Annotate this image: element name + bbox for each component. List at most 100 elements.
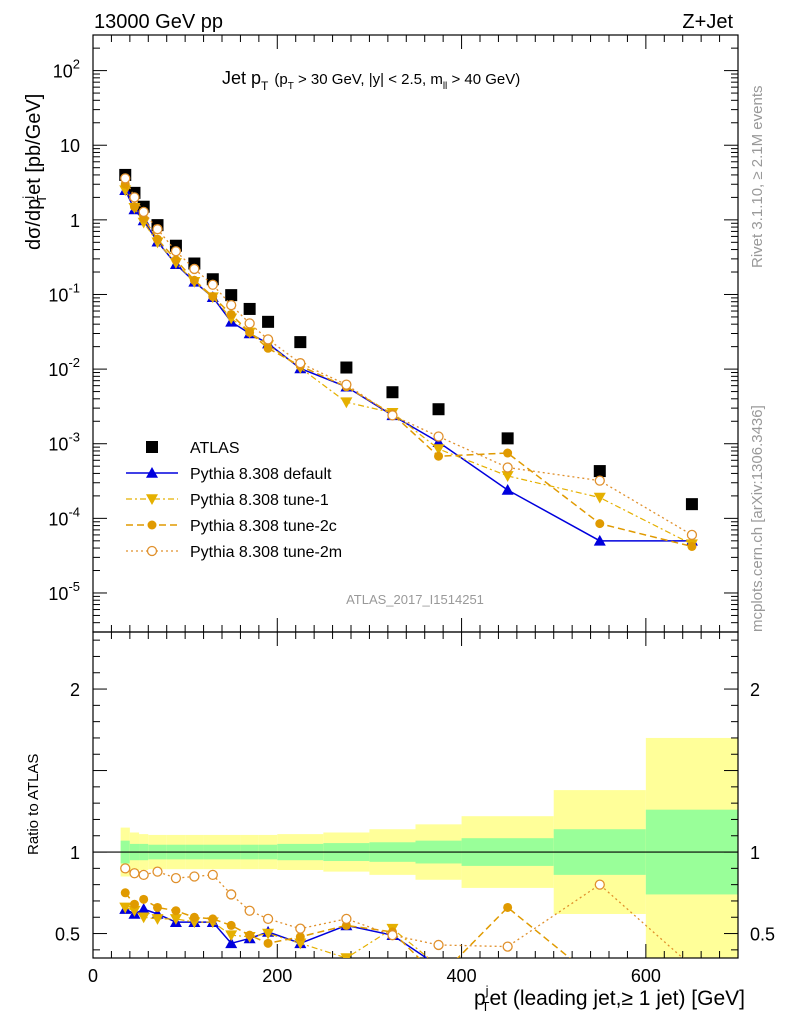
watermark: ATLAS_2017_I1514251 — [346, 592, 484, 607]
ratio-point-tune-2c — [263, 938, 273, 948]
top-frame — [92, 34, 739, 633]
point-atlas — [340, 361, 353, 374]
point-atlas — [262, 315, 275, 328]
plot-title: Jet pT (pT > 30 GeV, |y| < 2.5, mll > 40 … — [222, 68, 520, 93]
y-tick-label-bottom-right: 0.5 — [750, 925, 775, 945]
y-tick-label-bottom-left: 2 — [70, 680, 80, 700]
ratio-point-tune-2c — [503, 902, 513, 912]
legend-label-tune-2m: Pythia 8.308 tune-2m — [190, 544, 342, 561]
ratio-point-tune-2c — [189, 912, 199, 922]
point-tune-2m — [433, 431, 444, 442]
y-tick-label-bottom-left: 1 — [70, 843, 80, 863]
point-tune-2m — [594, 475, 605, 486]
point-atlas — [432, 403, 445, 416]
point-tune-1 — [340, 397, 353, 409]
point-tune-1 — [119, 185, 132, 197]
ratio-point-tune-2c — [120, 888, 130, 898]
x-tick-label: 600 — [631, 966, 661, 986]
point-tune-1 — [432, 444, 445, 455]
ratio-point-tune-1 — [225, 930, 238, 942]
side-text-top: Rivet 3.1.10, ≥ 2.1M events — [749, 86, 766, 269]
point-tune-2c — [245, 327, 255, 337]
ratio-point-tune-2m — [295, 923, 306, 934]
legend-label-tune-1: Pythia 8.308 tune-1 — [190, 492, 329, 509]
ratio-line-tune-2c — [124, 892, 571, 958]
point-tune-2m — [387, 410, 398, 421]
point-tune-2c — [595, 519, 605, 529]
point-tune-2m — [341, 379, 352, 390]
y-tick-label: 10 — [60, 136, 80, 156]
bottom-frame — [92, 631, 739, 959]
point-tune-2c — [687, 541, 697, 551]
point-atlas — [501, 432, 514, 445]
ratio-point-tune-1 — [340, 953, 353, 958]
ratio-point-tune-2c — [139, 894, 149, 904]
ratio-point-tune-1 — [119, 902, 132, 914]
point-tune-2c — [208, 291, 218, 301]
ratio-point-tune-1 — [169, 914, 182, 925]
ratio-point-tune-2m — [262, 913, 274, 925]
point-atlas — [294, 336, 307, 349]
point-tune-2m — [502, 462, 513, 473]
point-tune-2m — [189, 263, 200, 275]
legend-marker-tune-2c — [147, 520, 157, 530]
y-axis-label-bottom: Ratio to ATLAS — [25, 754, 42, 855]
point-tune-2m — [244, 318, 255, 329]
series-line-tune-2c — [124, 183, 693, 548]
point-tune-2c — [153, 234, 162, 244]
ratio-point-tune-2m — [129, 868, 140, 879]
legend-marker-tune-2m — [146, 545, 158, 557]
ratio-point-tune-2m — [433, 939, 444, 951]
ratio-line-tune-2m — [124, 867, 684, 958]
legend-marker-tune-1 — [146, 494, 158, 505]
ratio-point-tune-2c — [245, 930, 255, 940]
ratio-point-tune-2m — [138, 869, 149, 881]
point-tune-2m — [152, 224, 163, 235]
point-atlas — [593, 465, 606, 478]
ratio-point-tune-2m — [244, 905, 255, 916]
point-tune-2c — [189, 275, 199, 285]
ratio-point-tune-1 — [262, 928, 275, 940]
ratio-point-default — [225, 937, 238, 949]
ratio-point-tune-2m — [387, 930, 398, 941]
point-atlas — [386, 386, 399, 399]
y-tick-label: 10-5 — [48, 579, 80, 604]
ratio-series-group — [119, 863, 684, 958]
header-right: Z+Jet — [682, 11, 733, 33]
y-tick-label: 10-2 — [48, 355, 80, 380]
header-left: 13000 GeV pp — [94, 11, 223, 33]
ratio-point-tune-2c — [226, 920, 236, 930]
point-tune-2c — [171, 255, 181, 265]
legend-label-default: Pythia 8.308 default — [190, 466, 332, 483]
y-tick-label: 102 — [53, 57, 80, 82]
point-tune-2m — [129, 192, 140, 203]
point-atlas — [225, 289, 238, 302]
legend-marker-default — [146, 467, 158, 478]
point-tune-2c — [263, 343, 273, 353]
legend-label-tune-2c: Pythia 8.308 tune-2c — [190, 518, 337, 535]
ratio-point-tune-2c — [129, 899, 139, 909]
ratio-point-tune-2c — [153, 902, 162, 912]
point-default — [501, 483, 514, 495]
point-tune-2m — [138, 206, 149, 218]
ratio-point-tune-1 — [137, 912, 150, 924]
y-tick-label-bottom-right: 1 — [750, 843, 760, 863]
point-tune-2m — [295, 358, 306, 369]
point-atlas — [685, 498, 698, 511]
point-tune-2c — [226, 309, 236, 319]
x-tick-label: 400 — [447, 966, 477, 986]
x-tick-label: 0 — [88, 966, 98, 986]
x-axis-label: pj Tet (leading jet,≥ 1 jet) [GeV] — [474, 983, 745, 1014]
x-tick-label: 200 — [262, 966, 292, 986]
y-tick-label: 10-1 — [48, 280, 80, 305]
ratio-point-tune-2m — [341, 913, 352, 925]
ratio-point-tune-2m — [120, 863, 131, 874]
point-tune-1 — [501, 471, 514, 482]
legend-label-atlas: ATLAS — [190, 440, 240, 457]
point-tune-2m — [170, 246, 182, 257]
series-line-default — [124, 189, 692, 542]
y-tick-label: 10-3 — [48, 430, 80, 455]
point-tune-2c — [503, 448, 513, 458]
ratio-point-tune-1 — [294, 938, 307, 950]
